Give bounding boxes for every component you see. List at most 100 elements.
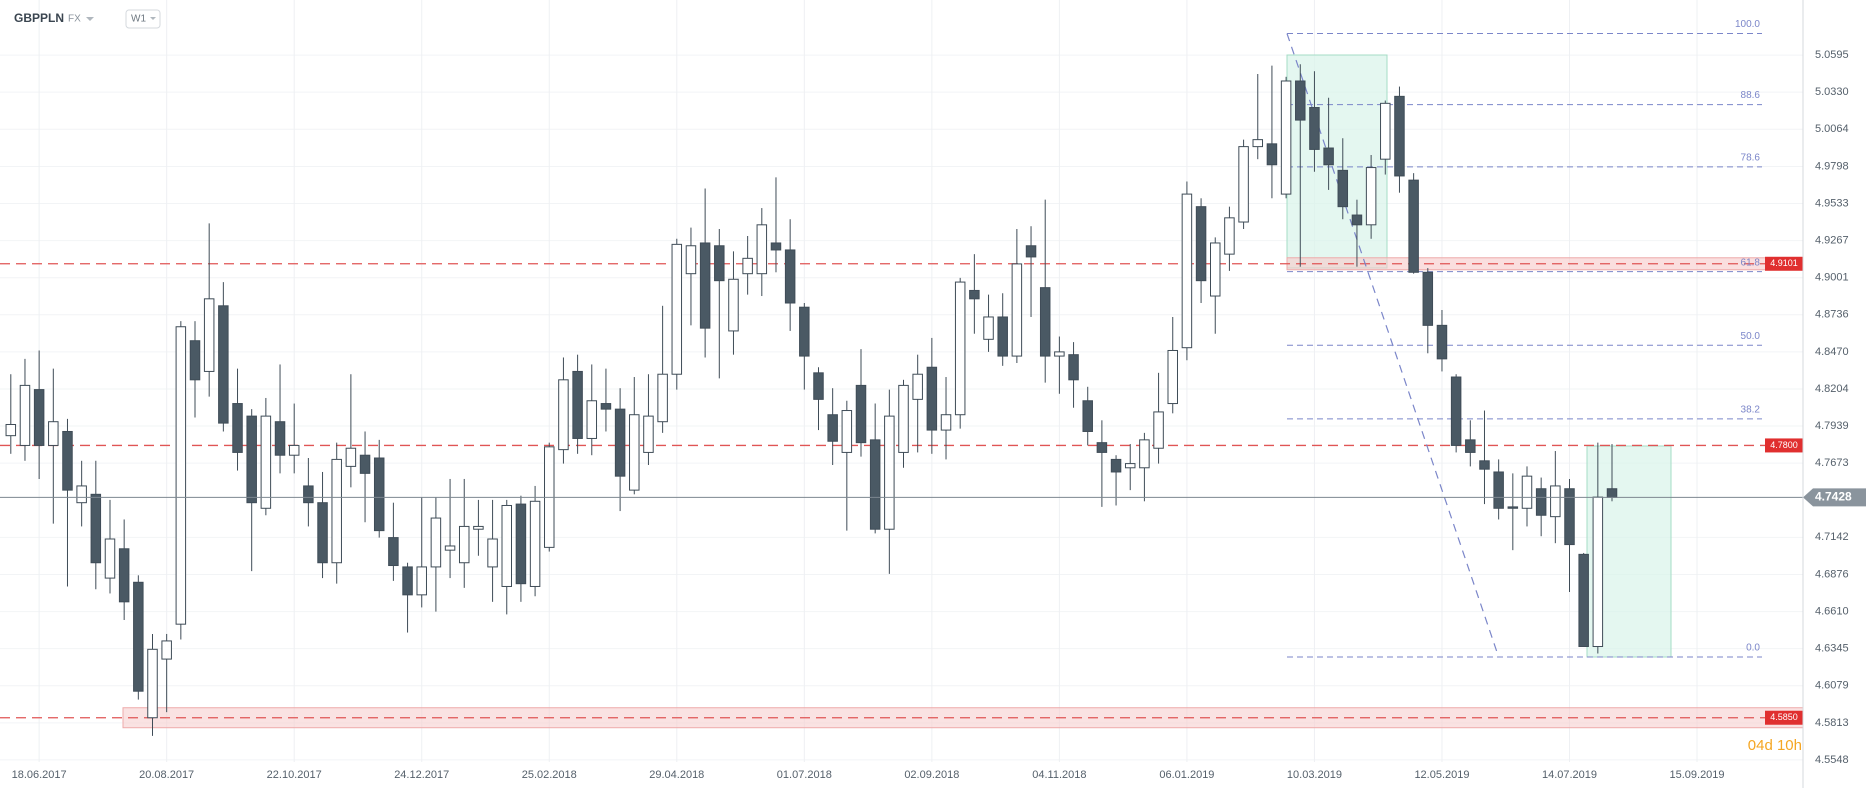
dropdown-caret[interactable] [86,17,94,21]
candle-body [699,242,711,329]
candle-body [161,640,172,660]
candle-body [1323,147,1334,166]
y-tick-label: 4.6345 [1815,643,1849,655]
candle-body [487,538,498,568]
candle-body [558,379,569,451]
candle-body [1465,439,1476,453]
x-tick-label: 01.07.2018 [777,769,832,781]
candle-body [799,306,810,357]
fib-label: 50.0 [1741,331,1761,342]
x-tick-label: 20.08.2017 [139,769,194,781]
candle-body [1039,287,1051,357]
candle-body [1124,463,1136,469]
timeframe-box[interactable] [125,9,161,29]
x-tick-label: 12.05.2019 [1414,769,1469,781]
candle-body [5,423,17,437]
level-label: 4.7800 [1770,440,1798,450]
candle-body [884,415,895,530]
candle-body [303,485,314,504]
candle-body [1280,80,1292,195]
candle-body [274,421,286,456]
last-price-label: 4.7428 [1815,490,1852,504]
candle-body [331,458,342,564]
y-tick-label: 4.9001 [1815,272,1849,284]
y-tick-label: 4.9533 [1815,197,1849,209]
candle-body [671,243,683,375]
y-tick-label: 4.8470 [1815,346,1849,358]
y-tick-label: 4.7939 [1815,420,1849,432]
candle-body [1351,214,1363,226]
candle-body [940,414,952,431]
candle-body [19,384,31,446]
candle-body [458,525,470,564]
candle-body [1380,102,1391,160]
fib-label: 61.8 [1741,257,1761,268]
candle-body [133,581,144,692]
candle-body [1394,95,1405,177]
candle-body [997,316,1008,357]
candle-body [104,538,116,579]
level-badge [1765,438,1803,453]
candle-body [373,457,385,532]
candle-body [430,517,442,568]
candle-body [657,373,668,423]
candle-body [572,370,583,439]
x-tick-label: 15.09.2019 [1669,769,1724,781]
candle-body [473,525,484,530]
candle-body [614,408,626,477]
y-tick-label: 4.6610 [1815,606,1849,618]
candle-body [714,245,725,282]
candle-body [1167,349,1178,405]
candle-body [784,249,796,304]
y-tick-label: 4.7673 [1815,457,1849,469]
candle-body [402,566,413,596]
candle-body [954,281,966,416]
candle-body [62,430,73,491]
dropdown-caret[interactable] [150,17,156,20]
candle-body [48,421,59,446]
candle-body [926,366,938,431]
candle-body [515,503,527,585]
plot: 5.0595 5.0330 5.0064 4.9798 4.9533 4.9267 4.90… [0,19,1866,781]
y-tick-label: 4.8204 [1815,383,1849,395]
candle-body [1011,263,1023,357]
candle-body [175,326,187,625]
candle-body [147,648,158,719]
fib-label: 100.0 [1735,19,1760,30]
candle-body [1507,506,1519,509]
candle-body [728,278,739,332]
market: FX [68,14,81,25]
candle-body [76,485,87,504]
symbol: GBPPLN [14,11,64,25]
y-tick-label: 4.8736 [1815,309,1849,321]
level-badge [1765,710,1803,725]
candle-body [1365,167,1377,226]
candle-body [1521,475,1533,509]
candle-body [912,373,923,400]
candle-body [1139,439,1150,469]
candle-body [1550,485,1561,518]
y-tick-label: 5.0064 [1815,123,1849,135]
candle-body [359,454,371,474]
candle-body [1252,139,1264,148]
y-tick-label: 5.0330 [1815,86,1849,98]
candle-body [444,545,456,551]
y-tick-label: 4.5813 [1815,717,1849,729]
candle-body [1606,488,1618,498]
x-tick-label: 29.04.2018 [649,769,704,781]
candle-body [983,316,994,340]
fib-label: 0.0 [1746,643,1760,654]
candle-body [388,537,399,567]
level-label: 4.5850 [1770,712,1798,722]
candle-body [1025,245,1037,258]
candle-body [1450,376,1462,446]
candle-body [1054,351,1065,357]
x-tick-label: 22.10.2017 [267,769,322,781]
last-price-badge [1803,488,1866,507]
candle-body [1436,324,1448,360]
y-tick-label: 4.9267 [1815,234,1849,246]
candle-body [1238,146,1249,223]
x-tick-label: 18.06.2017 [12,769,67,781]
candle-body [1578,553,1589,648]
x-tick-label: 02.09.2018 [904,769,959,781]
